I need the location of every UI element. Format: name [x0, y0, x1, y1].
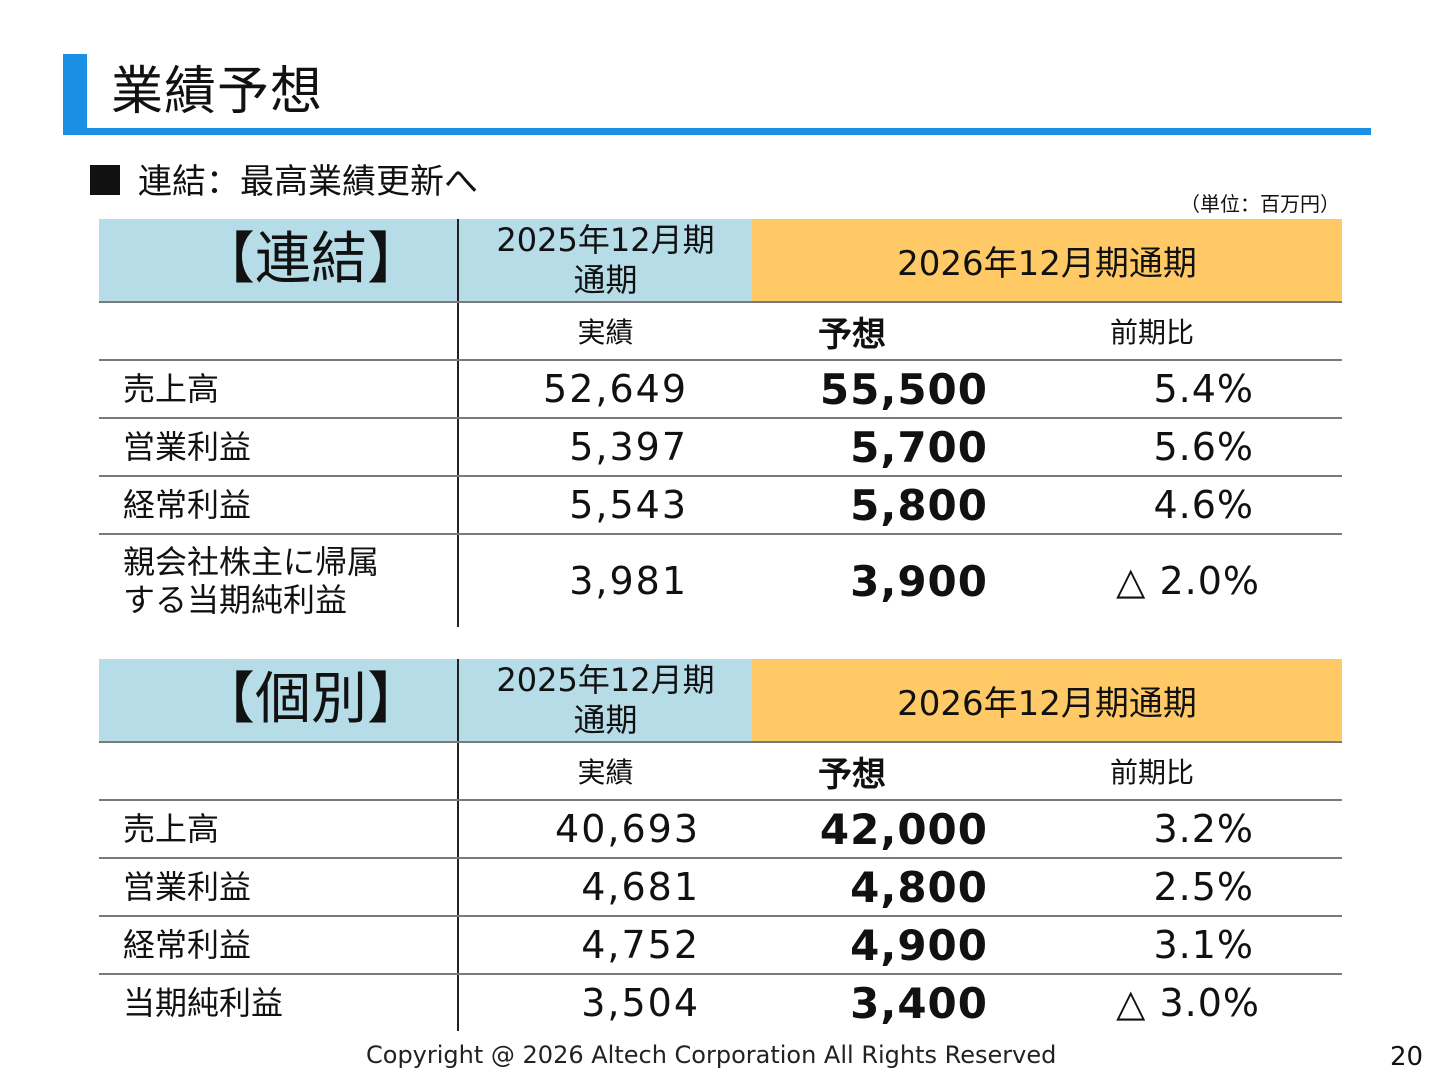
prev-period-cell: 2025年12月期 通期	[458, 219, 752, 303]
table-subheader-row: 実績 予想 前期比	[99, 302, 1343, 361]
forecast-value: 42,000	[819, 804, 988, 854]
sub-ratio-label: 前期比	[1110, 316, 1195, 349]
row-label: 営業利益	[123, 868, 252, 906]
table-label: 【連結】	[199, 227, 423, 292]
forecast-period-label: 2026年12月期通期	[897, 243, 1197, 284]
table-row: 営業利益 4,681 4,800 2.5%	[99, 858, 1343, 917]
row-label: 営業利益	[123, 428, 252, 466]
standalone-forecast-table: 【個別】 2025年12月期 通期 2026年12月期通期 実績 予想 前期比 …	[99, 659, 1343, 1031]
forecast-period-label: 2026年12月期通期	[897, 683, 1197, 724]
subheader-empty-cell	[99, 742, 459, 801]
table-label: 【個別】	[199, 667, 423, 732]
sub-actual-label: 実績	[577, 316, 634, 349]
page-title: 業績予想	[111, 62, 324, 122]
subheader-empty-cell	[99, 302, 459, 361]
ratio-value: 4.6%	[1153, 483, 1255, 527]
table-header-row: 【連結】 2025年12月期 通期 2026年12月期通期	[99, 219, 1343, 303]
table-row: 経常利益 4,752 4,900 3.1%	[99, 916, 1343, 975]
row-label: 売上高	[123, 370, 220, 408]
consolidated-forecast-table: 【連結】 2025年12月期 通期 2026年12月期通期 実績 予想 前期比 …	[99, 219, 1343, 627]
section-heading: 連結：最高業績更新へ	[90, 160, 478, 204]
ratio-value: △ 3.0%	[1116, 981, 1261, 1025]
sub-forecast-label: 予想	[818, 314, 886, 355]
sub-forecast-label: 予想	[818, 754, 886, 795]
forecast-value: 4,800	[850, 862, 988, 912]
actual-value: 5,543	[569, 483, 688, 527]
sub-actual-cell: 実績	[458, 742, 752, 801]
actual-value: 4,752	[581, 923, 700, 967]
ratio-value: 3.2%	[1153, 807, 1255, 851]
title-accent-bar	[63, 54, 87, 130]
forecast-period-cell: 2026年12月期通期	[752, 659, 1343, 743]
forecast-value: 55,500	[819, 364, 988, 414]
page-header: 業績予想	[63, 54, 1371, 136]
sub-actual-label: 実績	[577, 756, 634, 789]
actual-value: 5,397	[569, 425, 688, 469]
actual-value: 40,693	[555, 807, 700, 851]
square-bullet-icon	[90, 165, 120, 195]
table-label-cell: 【連結】	[99, 219, 459, 303]
forecast-value: 5,800	[850, 480, 988, 530]
sub-ratio-cell: 前期比	[1052, 742, 1343, 801]
forecast-value: 3,900	[850, 556, 988, 606]
table-subheader-row: 実績 予想 前期比	[99, 742, 1343, 801]
table-row: 売上高 52,649 55,500 5.4%	[99, 360, 1343, 419]
prev-period-label: 2025年12月期 通期	[496, 221, 715, 299]
copyright-footer: Copyright @ 2026 Altech Corporation All …	[366, 1041, 1057, 1069]
prev-period-cell: 2025年12月期 通期	[458, 659, 752, 743]
forecast-value: 5,700	[850, 422, 988, 472]
table-label-cell: 【個別】	[99, 659, 459, 743]
row-label: 経常利益	[123, 926, 252, 964]
row-label: 経常利益	[123, 486, 252, 524]
actual-value: 52,649	[543, 367, 688, 411]
actual-value: 3,981	[569, 559, 688, 603]
sub-actual-cell: 実績	[458, 302, 752, 361]
table-row: 親会社株主に帰属 する当期純利益 3,981 3,900 △ 2.0%	[99, 534, 1342, 627]
forecast-value: 4,900	[850, 920, 988, 970]
title-underline	[63, 128, 1371, 135]
page-number: 20	[1390, 1042, 1424, 1072]
row-label: 当期純利益	[123, 984, 284, 1022]
unit-note: （単位：百万円）	[1180, 192, 1340, 216]
forecast-value: 3,400	[850, 978, 988, 1028]
row-label: 親会社株主に帰属 する当期純利益	[123, 543, 380, 619]
sub-ratio-label: 前期比	[1110, 756, 1195, 789]
prev-period-label: 2025年12月期 通期	[496, 661, 715, 739]
table-row: 経常利益 5,543 5,800 4.6%	[99, 476, 1343, 535]
row-label: 売上高	[123, 810, 220, 848]
ratio-value: △ 2.0%	[1116, 559, 1261, 603]
table-header-row: 【個別】 2025年12月期 通期 2026年12月期通期	[99, 659, 1343, 743]
actual-value: 3,504	[581, 981, 700, 1025]
ratio-value: 5.4%	[1153, 367, 1255, 411]
ratio-value: 2.5%	[1153, 865, 1255, 909]
table-row: 売上高 40,693 42,000 3.2%	[99, 800, 1343, 859]
ratio-value: 3.1%	[1153, 923, 1255, 967]
sub-forecast-cell: 予想	[752, 742, 1052, 801]
sub-ratio-cell: 前期比	[1052, 302, 1343, 361]
table-row: 当期純利益 3,504 3,400 △ 3.0%	[99, 974, 1342, 1031]
sub-forecast-cell: 予想	[752, 302, 1052, 361]
table-row: 営業利益 5,397 5,700 5.6%	[99, 418, 1343, 477]
forecast-period-cell: 2026年12月期通期	[752, 219, 1343, 303]
section-heading-text: 連結：最高業績更新へ	[138, 162, 478, 202]
ratio-value: 5.6%	[1153, 425, 1255, 469]
actual-value: 4,681	[581, 865, 700, 909]
